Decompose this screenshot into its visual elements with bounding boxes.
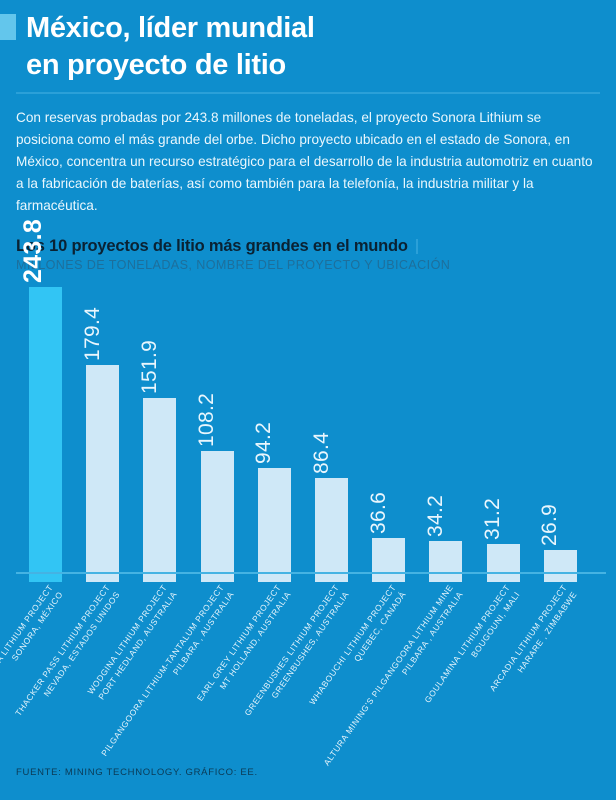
chart-title: Los 10 proyectos de litio más grandes en… xyxy=(16,237,408,256)
bar-column[interactable] xyxy=(29,287,62,583)
bar-column[interactable] xyxy=(372,537,406,583)
accent-square-icon xyxy=(0,14,16,40)
bar[interactable] xyxy=(372,537,406,583)
category-label: ARCADIA LITHIUM PROJECT HARARE , ZIMBABWE xyxy=(488,580,579,730)
bar[interactable] xyxy=(315,477,348,583)
bar-value-label: 31.2 xyxy=(481,498,505,541)
bar[interactable] xyxy=(200,451,234,583)
bar[interactable] xyxy=(143,398,177,583)
bar[interactable] xyxy=(86,365,120,583)
chart-plot-area: 243.8 179.4 151.9 108.2 94.2 86.4 36.6 34.2 31.2… xyxy=(16,219,606,583)
source-note: FUENTE: MINING TECHNOLOGY. GRÁFICO: EE. xyxy=(16,767,258,778)
page-title: México, líder mundial en proyecto de lit… xyxy=(16,10,496,83)
bar-value-label: 34.2 xyxy=(423,494,447,537)
bar[interactable] xyxy=(486,544,520,583)
bar-value-label: 151.9 xyxy=(137,340,161,395)
chart-title-row: Los 10 proyectos de litio más grandes en… xyxy=(16,237,600,256)
bar-column[interactable] xyxy=(486,544,520,583)
intro-paragraph: Con reservas probadas por 243.8 millones… xyxy=(16,110,593,214)
bar[interactable] xyxy=(543,549,577,583)
bar-column[interactable] xyxy=(257,468,291,583)
header-divider xyxy=(16,92,600,95)
bar-value-label: 86.4 xyxy=(309,431,333,474)
chart-category-labels: SONORA LITHIUM PROJECT SONORA, MÉXICO THAC… xyxy=(0,580,606,768)
bar-value-label: 243.8 xyxy=(18,219,47,284)
bar-value-label: 108.2 xyxy=(195,393,219,448)
chart-baseline xyxy=(16,572,606,575)
bar-column[interactable] xyxy=(200,451,234,583)
bar-value-label: 26.9 xyxy=(538,503,562,546)
bar-value-label: 94.2 xyxy=(252,422,276,465)
bar-highlighted[interactable] xyxy=(29,287,62,583)
chart-title-tick-icon xyxy=(415,239,418,255)
chart-heading: Los 10 proyectos de litio más grandes en… xyxy=(0,217,616,272)
page-title-line2: en proyecto de litio xyxy=(26,48,286,81)
bar[interactable] xyxy=(257,468,291,583)
bar-column[interactable] xyxy=(429,540,463,583)
bar-column[interactable] xyxy=(143,398,177,583)
bar-value-label: 179.4 xyxy=(80,307,104,362)
page-title-line1: México, líder mundial xyxy=(26,12,315,44)
bar-column[interactable] xyxy=(86,365,120,583)
header: México, líder mundial en proyecto de lit… xyxy=(0,0,616,95)
bar-column[interactable] xyxy=(315,477,348,583)
chart-subtitle: MILLONES DE TONELADAS, NOMBRE DEL PROYEC… xyxy=(16,258,451,273)
bar[interactable] xyxy=(429,540,463,583)
bar-column[interactable] xyxy=(543,549,577,583)
bar-value-label: 36.6 xyxy=(366,491,390,534)
bar-chart: 243.8 179.4 151.9 108.2 94.2 86.4 36.6 34.2 31.2… xyxy=(0,219,616,768)
